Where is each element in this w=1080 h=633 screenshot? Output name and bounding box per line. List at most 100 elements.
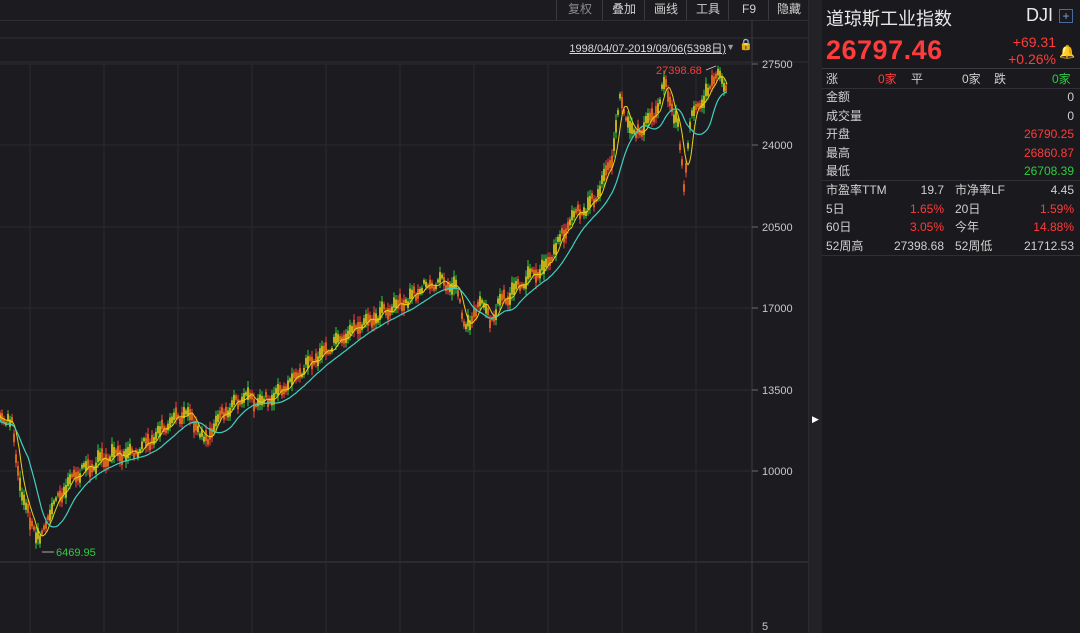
stat-value: 14.88%: [1033, 220, 1074, 234]
candle-body: [9, 419, 11, 427]
candle-body: [705, 83, 707, 97]
candle-body: [245, 392, 247, 396]
candle-body: [371, 319, 373, 328]
candle-body: [587, 197, 589, 210]
candle-body: [261, 395, 263, 406]
f9-button[interactable]: F9: [728, 0, 769, 20]
candle-body: [131, 448, 133, 454]
candle-body: [179, 418, 181, 425]
candle-body: [557, 237, 559, 242]
candle-body: [659, 99, 661, 104]
candle-body: [295, 372, 297, 380]
candle-body: [427, 284, 429, 288]
candle-body: [719, 70, 721, 78]
up-label: 涨: [826, 72, 839, 86]
draw-line-button[interactable]: 画线: [644, 0, 687, 20]
candle-body: [251, 393, 253, 400]
candle-body: [475, 308, 477, 317]
quote-row-label: 金额: [826, 90, 851, 104]
candle-body: [259, 394, 261, 405]
candle-body: [523, 284, 525, 289]
chart-area[interactable]: 复权 叠加 画线 工具 F9 隐藏 27500 24000 20500 17000 13…: [0, 0, 808, 633]
candle-body: [39, 535, 41, 544]
tools-button[interactable]: 工具: [686, 0, 729, 20]
candle-body: [127, 447, 129, 459]
candle-body: [595, 198, 597, 202]
plus-icon[interactable]: +: [1059, 9, 1073, 23]
candle-body: [679, 143, 681, 151]
candle-body: [653, 115, 655, 122]
candle-body: [185, 410, 187, 415]
candle-body: [409, 288, 411, 300]
candle-body: [453, 276, 455, 290]
candle-body: [71, 473, 73, 478]
candle-body: [15, 454, 17, 463]
candle-body: [695, 103, 697, 110]
price-chart[interactable]: 27500 24000 20500 17000 13500 10000 5 27398.68 6…: [0, 0, 808, 633]
candle-body: [517, 279, 519, 285]
candle-body: [361, 324, 363, 330]
stat-label: 5日: [826, 201, 845, 216]
candle-body: [619, 93, 621, 99]
candle-body: [315, 353, 317, 363]
collapse-arrow-icon[interactable]: ▶: [812, 414, 819, 424]
divider: [822, 68, 1080, 69]
candle-body: [583, 207, 585, 216]
candle-body: [99, 452, 101, 461]
candle-body: [671, 103, 673, 112]
range-label[interactable]: 1998/04/07-2019/09/06(5398日): [569, 43, 726, 55]
candle-body: [549, 256, 551, 266]
candle-body: [599, 185, 601, 197]
candle-body: [191, 412, 193, 421]
candle-body: [465, 324, 467, 330]
candle-body: [119, 450, 121, 462]
candle-body: [547, 256, 549, 266]
candle-body: [375, 313, 377, 324]
candle-body: [703, 95, 705, 108]
hide-button[interactable]: 隐藏: [768, 0, 809, 20]
candle-body: [367, 313, 369, 326]
candle-body: [471, 316, 473, 325]
bell-icon[interactable]: 🔔: [1059, 44, 1076, 59]
candle-body: [543, 260, 545, 274]
high-marker-line: [705, 65, 717, 71]
candle-body: [639, 129, 641, 136]
candle-body: [445, 285, 447, 292]
range-arrow-icon[interactable]: ▼: [726, 42, 735, 52]
candle-body: [173, 412, 175, 421]
candle-body: [397, 299, 399, 309]
candle-body: [625, 117, 627, 121]
candle-body: [681, 159, 683, 166]
candle-body: [279, 385, 281, 392]
candle-body: [77, 471, 79, 481]
candle-body: [707, 87, 709, 96]
candle-body: [511, 282, 513, 295]
index-name: 道琼斯工业指数: [826, 9, 952, 29]
price-change: +69.31: [1012, 34, 1056, 50]
candle-body: [117, 445, 119, 457]
candle-body: [507, 296, 509, 306]
candle-body: [683, 184, 685, 192]
stat-value: 3.05%: [909, 220, 944, 234]
candle-body: [515, 281, 517, 290]
candle-body: [183, 407, 185, 419]
candle-body: [21, 491, 23, 501]
overlay-button[interactable]: 叠加: [602, 0, 645, 20]
stat-value: 4.45: [1050, 183, 1074, 197]
quote-row-label: 最高: [826, 145, 851, 160]
candle-body: [689, 121, 691, 129]
candle-body: [489, 319, 491, 329]
lock-icon[interactable]: 🔒: [739, 39, 753, 51]
candle-body: [41, 530, 43, 535]
candle-body: [505, 299, 507, 304]
adjust-button[interactable]: 复权: [556, 0, 603, 20]
candle-body: [717, 68, 719, 76]
candle-body: [313, 360, 315, 365]
candle-body: [67, 477, 69, 487]
candle-body: [687, 143, 689, 149]
candle-body: [89, 465, 91, 478]
candle-body: [425, 281, 427, 288]
candle-body: [531, 268, 533, 273]
candle-body: [499, 293, 501, 306]
candle-body: [187, 407, 189, 417]
